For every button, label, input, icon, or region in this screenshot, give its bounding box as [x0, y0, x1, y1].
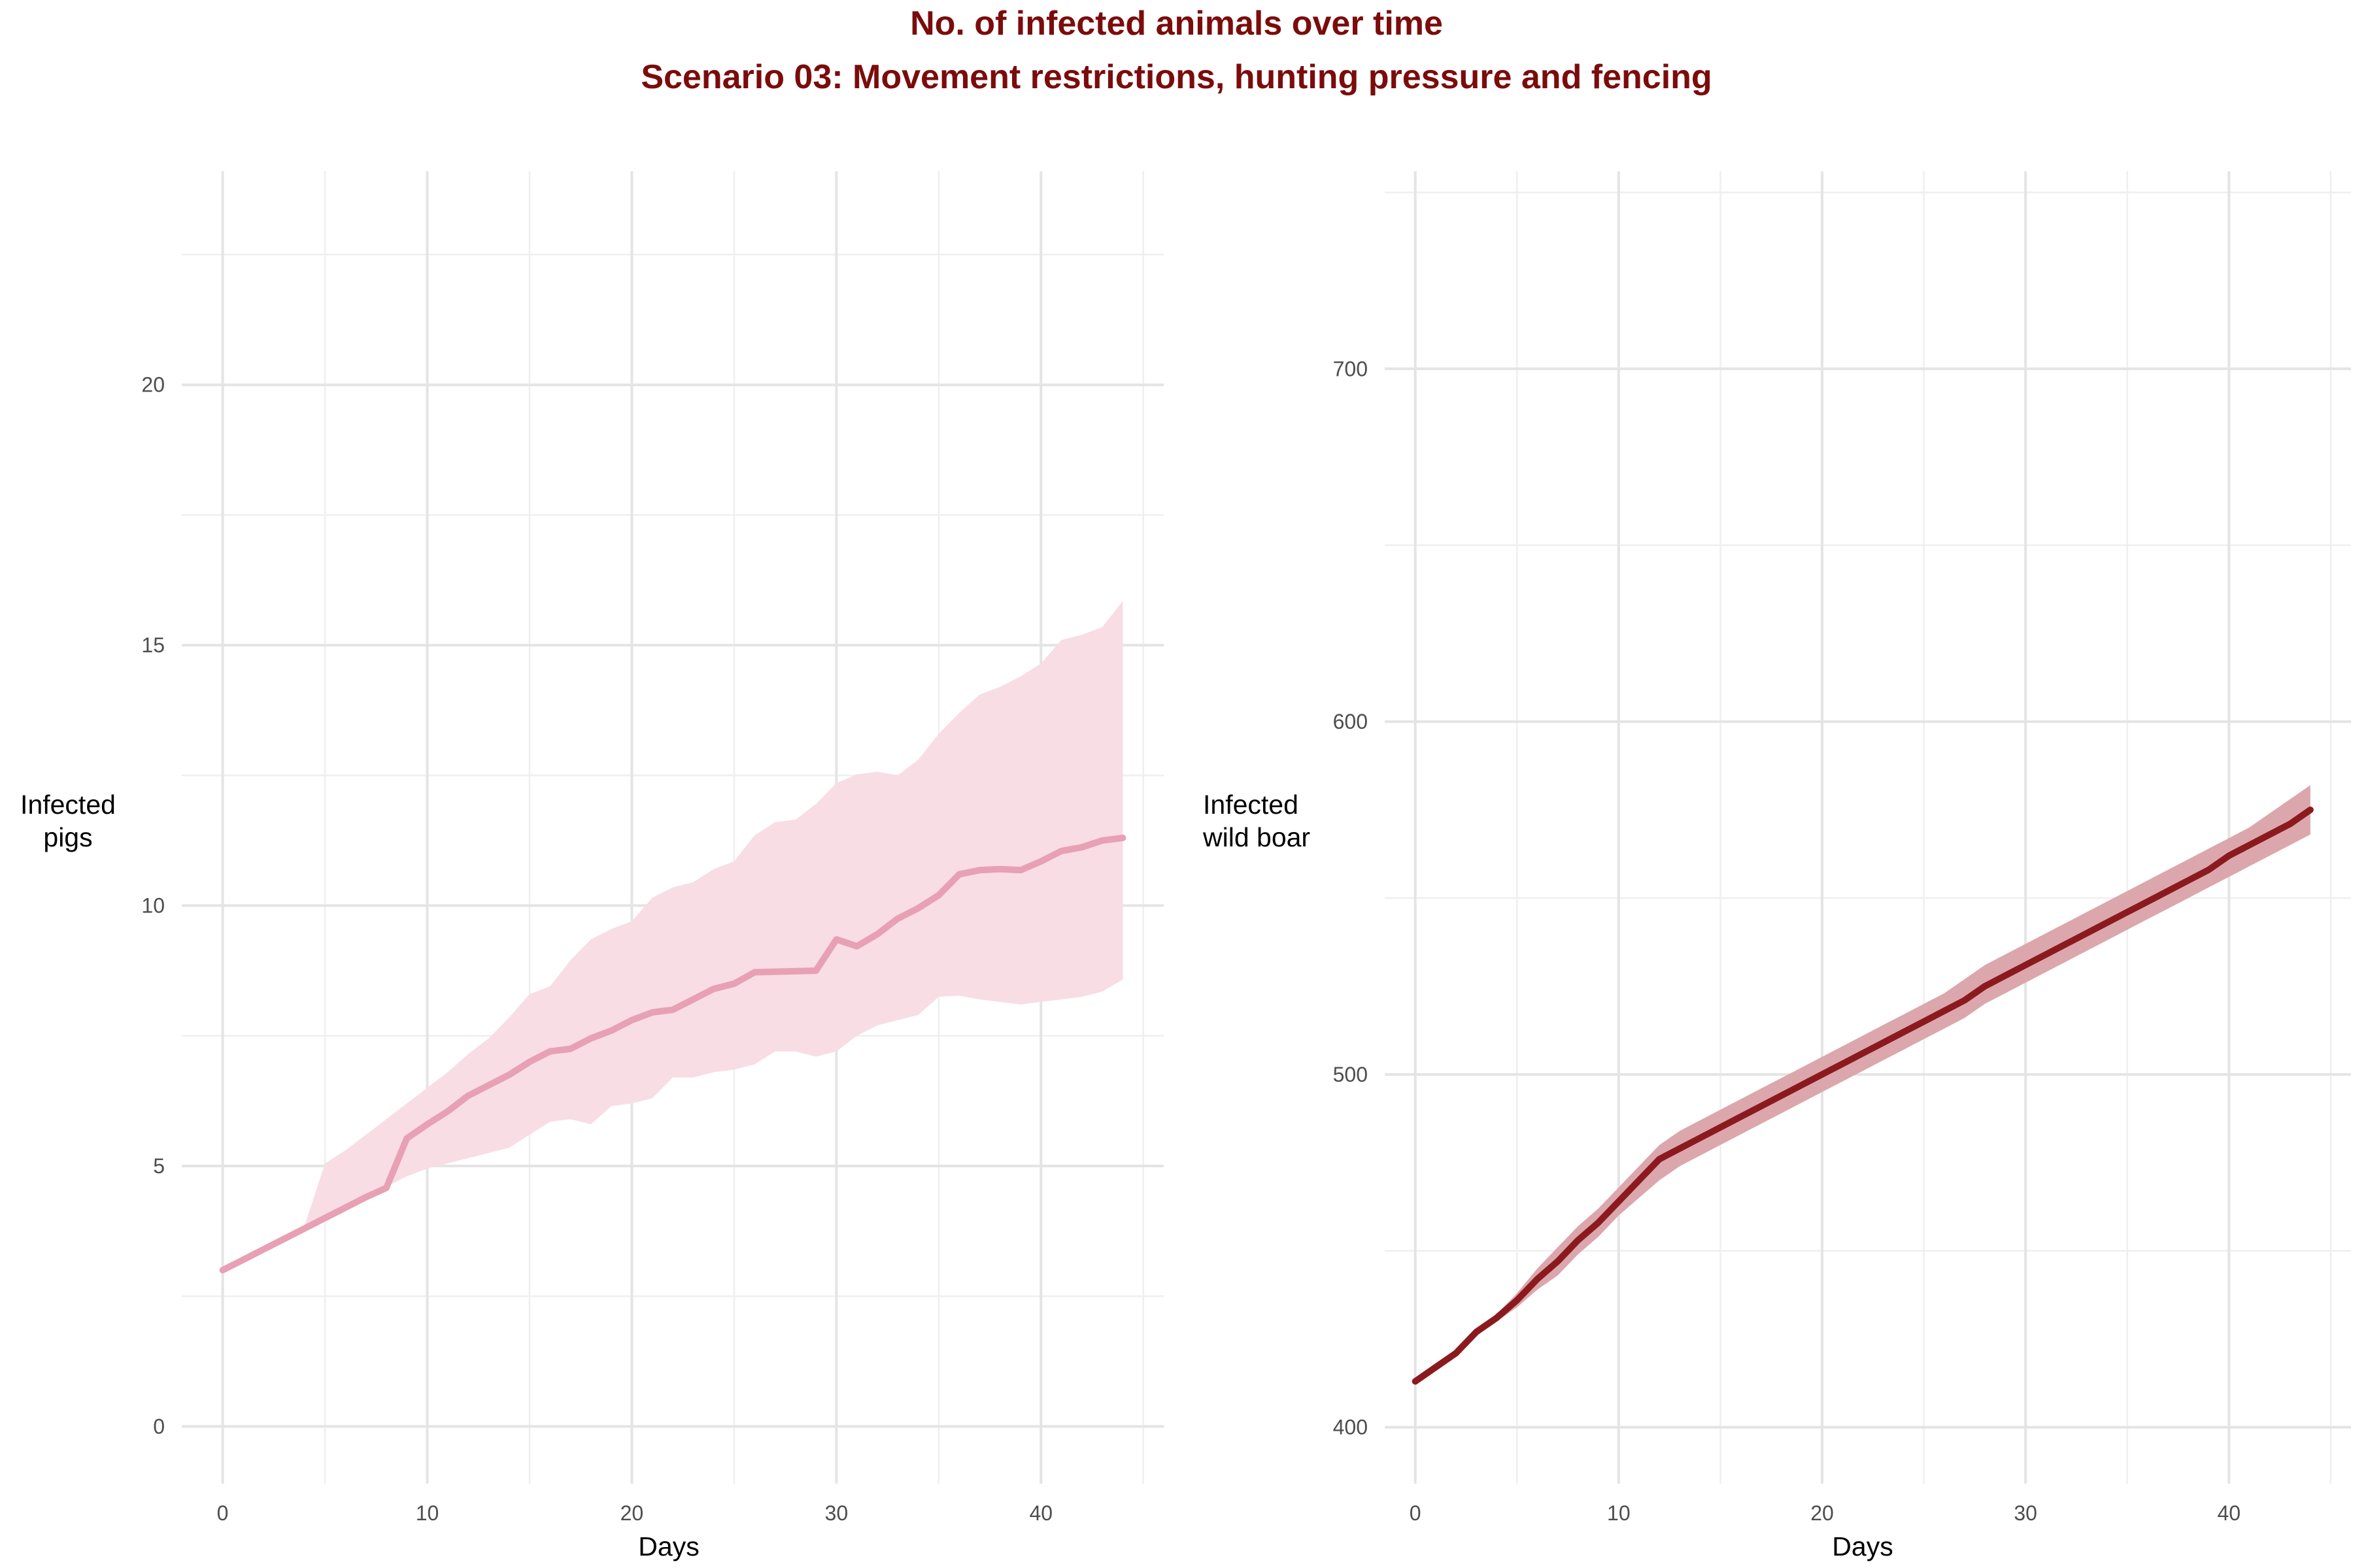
- y-tick-label: 15: [141, 633, 165, 657]
- x-tick-label: 0: [217, 1501, 229, 1525]
- x-tick-label: 30: [2014, 1501, 2037, 1525]
- y-tick-label: 5: [153, 1154, 165, 1178]
- x-tick-label: 30: [825, 1501, 849, 1525]
- mean-series-line: [1412, 807, 2314, 1385]
- x-tick-label: 10: [416, 1501, 439, 1525]
- x-tick-label: 40: [2218, 1501, 2241, 1525]
- y-tick-label: 20: [141, 373, 165, 397]
- y-tick-label: 10: [141, 894, 165, 918]
- y-tick-label: 500: [1333, 1063, 1368, 1086]
- x-axis-title: Days: [638, 1531, 699, 1561]
- confidence-ribbon: [1415, 785, 2311, 1382]
- y-tick-label: 700: [1333, 357, 1368, 380]
- y-axis-title-line: pigs: [43, 822, 92, 852]
- y-tick-label: 400: [1333, 1416, 1368, 1439]
- x-axis-title: Days: [1832, 1531, 1893, 1561]
- x-tick-label: 20: [1810, 1501, 1834, 1525]
- y-axis-title-line: wild boar: [1202, 822, 1310, 852]
- chart-title: No. of infected animals over time: [910, 5, 1443, 42]
- y-axis-title-line: Infected: [1203, 790, 1298, 820]
- y-tick-label: 0: [153, 1414, 165, 1438]
- x-tick-label: 40: [1029, 1501, 1053, 1525]
- x-tick-label: 0: [1410, 1501, 1421, 1525]
- x-tick-label: 20: [620, 1501, 644, 1525]
- x-tick-label: 10: [1607, 1501, 1631, 1525]
- y-tick-label: 600: [1333, 710, 1368, 733]
- mean-series-line: [219, 834, 1126, 1274]
- chart-subtitle: Scenario 03: Movement restrictions, hunt…: [641, 58, 1712, 96]
- y-axis-title-line: Infected: [20, 790, 116, 820]
- confidence-ribbon: [222, 601, 1123, 1271]
